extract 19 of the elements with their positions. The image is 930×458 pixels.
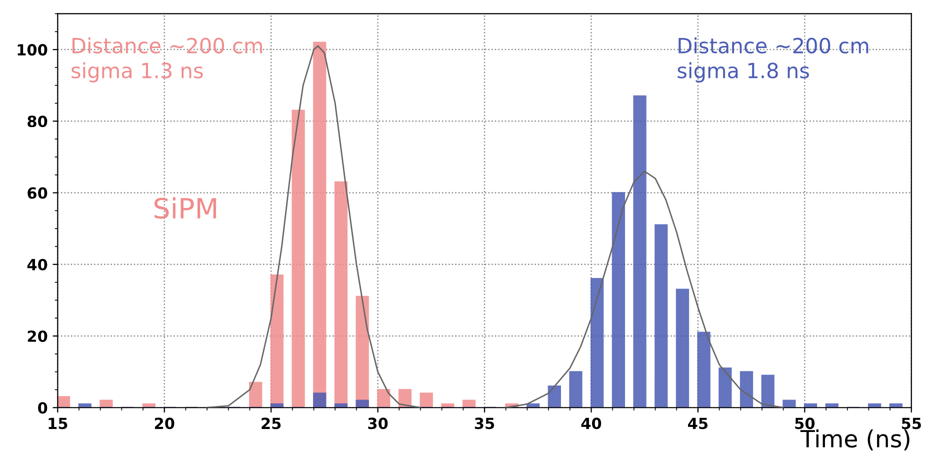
text: SiPM	[154, 197, 216, 219]
x-tick-label: 20	[154, 418, 174, 430]
y-tick-label: 20	[28, 330, 48, 342]
y-tick-label: 60	[28, 187, 48, 199]
x-tick-label: 45	[688, 418, 708, 430]
annotation: Distance ~200 cm sigma 1.8 ns	[678, 37, 868, 82]
x-tick-label: 30	[368, 418, 388, 430]
y-tick-label: 80	[28, 116, 48, 128]
x-tick-label: 55	[902, 418, 921, 430]
annotation: Distance ~200 cm sigma 1.3 ns	[72, 37, 262, 82]
x-tick-label: 50	[795, 418, 815, 430]
x-axis-title: Time (ns)	[800, 429, 910, 450]
x-tick-label: 15	[48, 418, 68, 430]
x-tick-label: 40	[581, 418, 602, 430]
x-tick-label: 35	[474, 418, 494, 430]
y-tick-label: 100	[18, 44, 48, 56]
y-tick-label: 40	[27, 258, 48, 270]
x-tick-label: 25	[262, 418, 281, 430]
y-tick-label: 0	[38, 402, 48, 414]
